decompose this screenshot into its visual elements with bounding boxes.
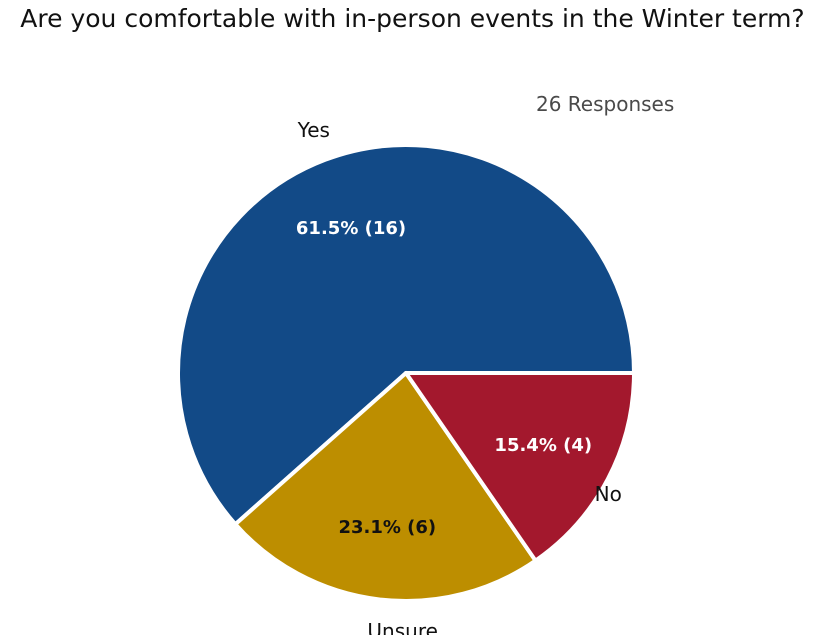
chart-title: Are you comfortable with in-person event… [20,4,805,33]
category-label-yes: Yes [297,118,330,142]
value-label-yes: 61.5% (16) [296,218,406,239]
value-label-no: 15.4% (4) [494,435,592,456]
pie-slice-unsure [233,371,538,603]
pie-slice-yes [176,143,636,527]
response-count: 26 Responses [536,92,675,116]
category-label-no: No [595,482,622,506]
value-label-unsure: 23.1% (6) [338,517,436,538]
category-label-unsure: Unsure [367,619,438,635]
pie-slice-no [404,371,636,563]
